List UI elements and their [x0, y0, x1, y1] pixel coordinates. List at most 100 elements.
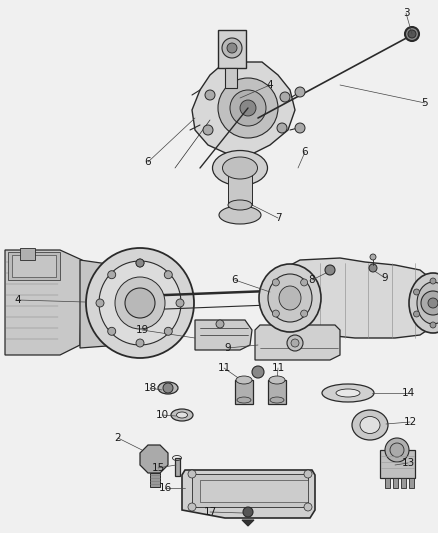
Text: 2: 2 — [115, 433, 121, 443]
Circle shape — [369, 264, 377, 272]
Circle shape — [188, 503, 196, 511]
Text: 11: 11 — [272, 363, 285, 373]
Text: 16: 16 — [159, 483, 172, 493]
Circle shape — [96, 299, 104, 307]
Circle shape — [304, 503, 312, 511]
Circle shape — [304, 470, 312, 478]
Circle shape — [227, 43, 237, 53]
Text: 15: 15 — [152, 463, 165, 473]
Ellipse shape — [279, 286, 301, 310]
Circle shape — [408, 30, 416, 38]
Ellipse shape — [237, 397, 251, 403]
Circle shape — [430, 278, 436, 284]
Polygon shape — [5, 250, 82, 355]
Text: 17: 17 — [203, 507, 217, 517]
Bar — [175, 458, 180, 476]
Text: 6: 6 — [302, 147, 308, 157]
Bar — [200, 480, 308, 502]
Circle shape — [218, 78, 278, 138]
Circle shape — [287, 335, 303, 351]
Circle shape — [430, 322, 436, 328]
Text: 14: 14 — [401, 388, 415, 398]
Bar — [228, 175, 252, 205]
Text: 4: 4 — [267, 80, 273, 90]
Circle shape — [252, 366, 264, 378]
Text: 7: 7 — [275, 213, 281, 223]
Circle shape — [108, 271, 116, 279]
Ellipse shape — [409, 273, 438, 333]
Text: 18: 18 — [143, 383, 157, 393]
Circle shape — [272, 279, 279, 286]
Circle shape — [136, 259, 144, 267]
Ellipse shape — [336, 389, 360, 397]
Circle shape — [428, 298, 438, 308]
Text: 6: 6 — [145, 157, 151, 167]
Text: 12: 12 — [403, 417, 417, 427]
Bar — [380, 450, 415, 478]
Circle shape — [205, 90, 215, 100]
Circle shape — [295, 87, 305, 97]
Circle shape — [413, 289, 420, 295]
Circle shape — [295, 123, 305, 133]
Circle shape — [176, 299, 184, 307]
Bar — [218, 30, 246, 68]
Bar — [8, 252, 60, 280]
Ellipse shape — [177, 412, 187, 418]
Ellipse shape — [268, 274, 312, 322]
Polygon shape — [80, 260, 120, 348]
Bar — [401, 478, 406, 488]
Ellipse shape — [212, 150, 268, 185]
Polygon shape — [182, 470, 315, 518]
Circle shape — [203, 125, 213, 135]
Bar — [12, 255, 56, 277]
Circle shape — [291, 339, 299, 347]
Circle shape — [188, 470, 196, 478]
Polygon shape — [242, 520, 254, 526]
Polygon shape — [195, 320, 252, 350]
Circle shape — [230, 90, 266, 126]
Circle shape — [164, 271, 172, 279]
Bar — [268, 380, 286, 404]
Circle shape — [272, 310, 279, 317]
Circle shape — [385, 438, 409, 462]
Ellipse shape — [417, 282, 438, 324]
Polygon shape — [192, 474, 308, 507]
Circle shape — [163, 383, 173, 393]
Circle shape — [421, 291, 438, 315]
Ellipse shape — [270, 397, 284, 403]
Text: 6: 6 — [232, 275, 238, 285]
Text: 4: 4 — [15, 295, 21, 305]
Text: 19: 19 — [135, 325, 148, 335]
Circle shape — [136, 339, 144, 347]
Text: 13: 13 — [401, 458, 415, 468]
Polygon shape — [280, 258, 435, 338]
Bar — [235, 380, 253, 404]
Circle shape — [370, 254, 376, 260]
Circle shape — [405, 27, 419, 41]
Ellipse shape — [236, 376, 252, 384]
Ellipse shape — [219, 206, 261, 224]
Circle shape — [300, 310, 307, 317]
Circle shape — [164, 327, 172, 335]
Bar — [393, 478, 398, 488]
Ellipse shape — [158, 382, 178, 394]
Bar — [409, 478, 414, 488]
Ellipse shape — [269, 376, 285, 384]
Ellipse shape — [115, 277, 165, 329]
Ellipse shape — [259, 264, 321, 332]
Circle shape — [243, 507, 253, 517]
Text: 11: 11 — [217, 363, 231, 373]
Circle shape — [108, 327, 116, 335]
Circle shape — [240, 100, 256, 116]
Polygon shape — [255, 325, 340, 360]
Ellipse shape — [223, 157, 258, 179]
Ellipse shape — [352, 410, 388, 440]
Text: 3: 3 — [403, 8, 410, 18]
Circle shape — [325, 265, 335, 275]
Polygon shape — [192, 62, 295, 155]
Text: 5: 5 — [422, 98, 428, 108]
Text: 8: 8 — [309, 275, 315, 285]
Ellipse shape — [322, 384, 374, 402]
Ellipse shape — [86, 248, 194, 358]
Text: 10: 10 — [155, 410, 169, 420]
